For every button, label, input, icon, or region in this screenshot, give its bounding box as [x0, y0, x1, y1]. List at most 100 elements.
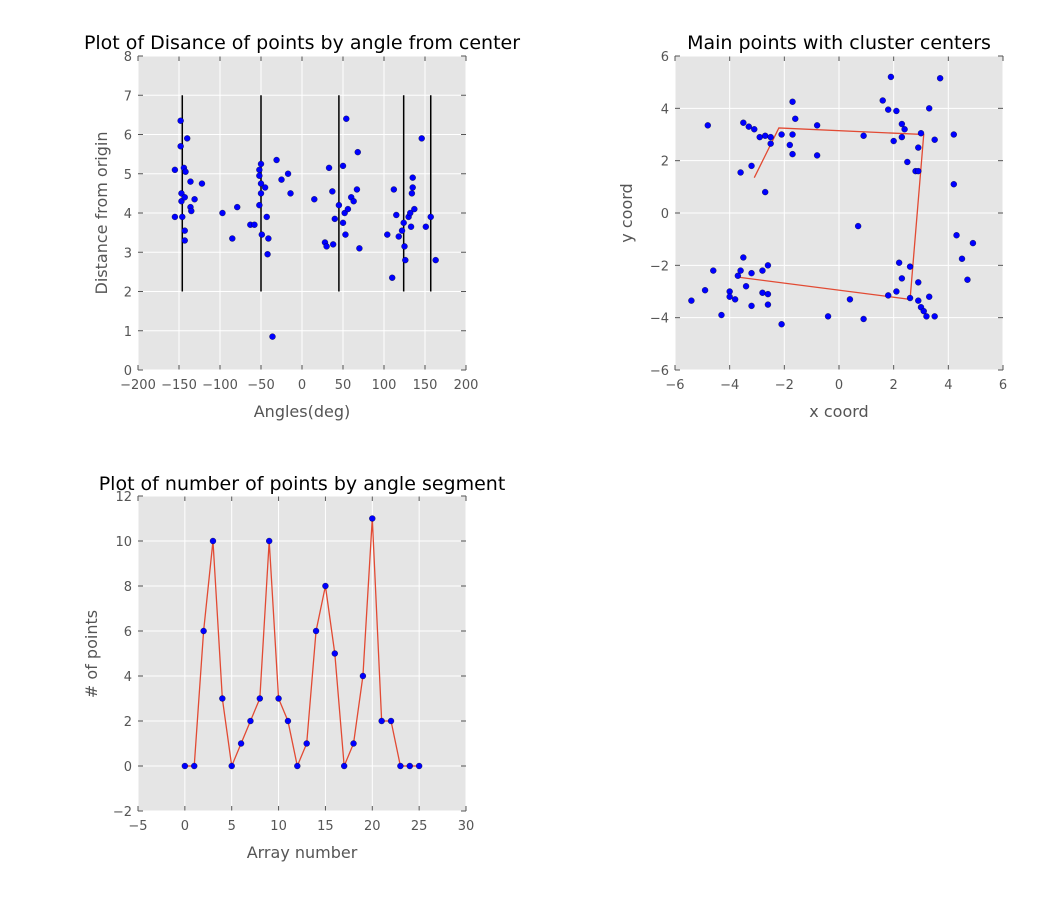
- data-point: [432, 256, 439, 264]
- data-point: [969, 239, 977, 247]
- data-point: [764, 262, 772, 269]
- data-point: [387, 717, 395, 725]
- data-point: [181, 227, 188, 234]
- data-point: [953, 232, 960, 239]
- data-point: [390, 186, 397, 193]
- y-tick-label: 4: [124, 207, 132, 222]
- data-point: [265, 235, 272, 242]
- data-point: [329, 188, 336, 195]
- x-axis-label: Array number: [247, 843, 358, 862]
- data-point: [718, 311, 725, 319]
- data-point: [890, 137, 897, 145]
- data-point: [762, 188, 769, 196]
- data-point: [234, 203, 241, 211]
- data-point: [860, 132, 867, 139]
- x-tick-label: −100: [202, 378, 238, 393]
- data-point: [209, 537, 217, 545]
- data-point: [269, 333, 276, 340]
- data-point: [789, 98, 796, 105]
- data-point: [263, 213, 270, 221]
- x-tick-label: −4: [720, 378, 739, 393]
- y-tick-label: 4: [661, 102, 669, 117]
- x-tick-label: 2: [890, 378, 898, 393]
- data-point: [731, 296, 739, 303]
- data-point: [343, 115, 350, 122]
- data-point: [879, 97, 886, 104]
- y-tick-label: −6: [650, 364, 669, 379]
- y-tick-label: 2: [124, 286, 132, 301]
- data-point: [350, 198, 357, 205]
- data-point: [251, 221, 258, 228]
- x-tick-label: 15: [317, 819, 334, 834]
- data-point: [411, 205, 418, 213]
- x-axis-label: Angles(deg): [254, 402, 351, 421]
- data-point: [393, 211, 400, 219]
- y-tick-label: −2: [113, 805, 132, 820]
- y-tick-label: 2: [661, 155, 669, 170]
- data-point: [171, 213, 179, 221]
- data-point: [893, 288, 900, 295]
- data-point: [906, 263, 914, 270]
- x-tick-label: 0: [181, 819, 189, 834]
- data-point: [415, 762, 423, 770]
- x-tick-label: 6: [999, 378, 1007, 393]
- data-point: [187, 178, 194, 185]
- data-point: [726, 293, 733, 300]
- data-point: [322, 582, 329, 590]
- data-point: [926, 105, 933, 112]
- data-point: [339, 219, 347, 226]
- y-tick-label: 6: [661, 50, 669, 65]
- data-point: [342, 231, 349, 238]
- data-point: [745, 123, 752, 130]
- data-point: [915, 279, 922, 286]
- data-point: [303, 740, 310, 747]
- data-point: [339, 162, 347, 170]
- data-point: [369, 515, 376, 522]
- data-point: [688, 297, 695, 304]
- data-point: [256, 166, 263, 173]
- data-point: [257, 190, 265, 197]
- data-point: [229, 235, 236, 242]
- x-tick-label: 30: [458, 819, 475, 834]
- data-point: [266, 537, 273, 545]
- data-point: [737, 169, 744, 176]
- data-point: [778, 321, 785, 328]
- data-point: [786, 141, 793, 149]
- data-point: [177, 117, 184, 124]
- data-point: [422, 223, 429, 230]
- data-point: [407, 223, 415, 230]
- data-point: [256, 695, 263, 702]
- x-tick-label: −200: [120, 378, 156, 393]
- data-point: [756, 133, 763, 141]
- data-point: [813, 152, 821, 159]
- data-point: [958, 255, 966, 262]
- data-point: [936, 75, 944, 82]
- data-point: [311, 196, 318, 203]
- x-tick-label: 10: [270, 819, 287, 834]
- data-point: [330, 241, 337, 248]
- x-tick-label: −6: [665, 378, 684, 393]
- y-tick-label: 8: [124, 50, 132, 65]
- data-point: [397, 762, 404, 770]
- data-point: [247, 717, 254, 725]
- data-point: [885, 292, 892, 299]
- y-tick-label: 8: [124, 580, 132, 595]
- data-point: [191, 196, 198, 203]
- y-tick-label: −4: [650, 312, 669, 327]
- data-point: [408, 190, 416, 197]
- x-tick-label: 100: [372, 378, 397, 393]
- data-point: [188, 207, 195, 215]
- data-point: [275, 695, 282, 702]
- data-point: [198, 180, 206, 187]
- data-point: [181, 194, 188, 201]
- data-point: [898, 120, 906, 128]
- data-point: [350, 740, 357, 747]
- data-point: [824, 313, 832, 320]
- data-point: [778, 131, 785, 138]
- data-point: [400, 219, 407, 226]
- data-point: [898, 133, 906, 141]
- y-axis-label: Distance from origin: [92, 132, 111, 295]
- x-tick-label: 5: [228, 819, 236, 834]
- data-point: [737, 267, 744, 274]
- data-point: [762, 132, 769, 139]
